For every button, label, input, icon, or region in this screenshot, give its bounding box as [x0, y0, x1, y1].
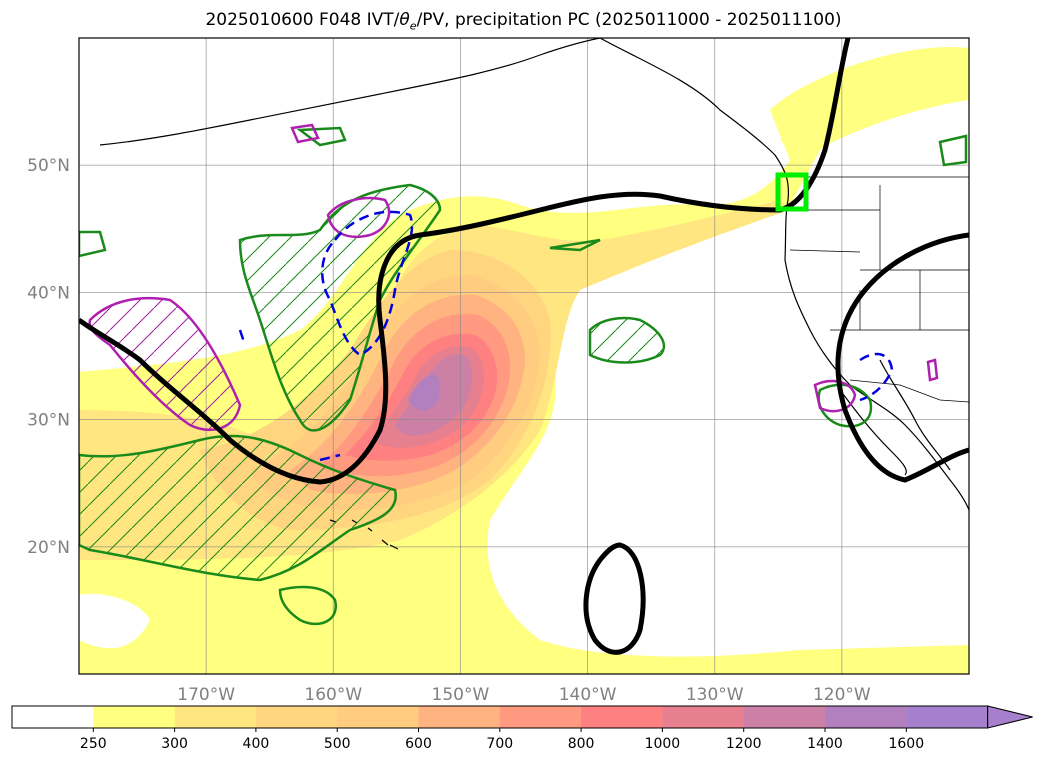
- theta-e-closed: [583, 542, 646, 655]
- longitude-labels: 170°W 160°W 150°W 140°W 130°W 120°W: [177, 685, 871, 705]
- north-america-coast: [599, 38, 969, 511]
- lon-tick-label: 130°W: [686, 685, 744, 705]
- green-small-1: [79, 126, 968, 258]
- colorbar-label: 1600: [888, 736, 924, 752]
- colorbar-label: 700: [486, 736, 513, 752]
- map-title: 2025010600 F048 IVT/θe/PV, precipitation…: [205, 10, 842, 33]
- lat-tick-label: 40°N: [27, 283, 70, 303]
- pv-blue-contours: [238, 210, 894, 462]
- lat-tick-label: 50°N: [27, 156, 70, 176]
- political-borders: [789, 176, 969, 403]
- green-region-south: [278, 585, 338, 626]
- magenta-region-small: [290, 123, 939, 413]
- pv-magenta-contours: [88, 123, 939, 432]
- lon-tick-label: 120°W: [813, 685, 871, 705]
- colorbar-segment: [174, 706, 257, 728]
- colorbar-label: 300: [161, 736, 188, 752]
- colorbar-segment: [499, 706, 582, 728]
- precip-box: [775, 172, 809, 212]
- baja-peninsula: [839, 389, 907, 476]
- blue-contour-main: [320, 210, 414, 357]
- colorbar-segment: [906, 706, 989, 728]
- colorbar-segment: [581, 706, 663, 728]
- colorbar-label: 800: [568, 736, 595, 752]
- colorbar-label: 250: [80, 736, 107, 752]
- colorbar-segment: [825, 706, 907, 728]
- colorbar-segment: [93, 706, 176, 728]
- colorbar-label: 1000: [645, 736, 681, 752]
- magenta-region-west: [88, 296, 242, 432]
- us-states: [789, 185, 969, 331]
- green-region-east: [588, 316, 666, 364]
- colorbar-segment: [12, 706, 94, 728]
- lon-tick-label: 150°W: [432, 685, 490, 705]
- ivt-band-1400: [408, 374, 441, 411]
- colorbar-extend-arrow: [987, 705, 1033, 729]
- lon-tick-label: 170°W: [177, 685, 235, 705]
- colorbar-label: 500: [324, 736, 351, 752]
- colorbar-label: 1200: [726, 736, 762, 752]
- map-frame: [78, 37, 970, 675]
- theta-e-east: [835, 232, 969, 483]
- lat-tick-label: 30°N: [27, 411, 70, 431]
- colorbar-label: 400: [243, 736, 270, 752]
- lon-tick-label: 160°W: [304, 685, 362, 705]
- colorbar: 250 300 400 500 600 700 800 1000 1200 1400 1600: [11, 705, 1033, 752]
- blue-contour-small: [238, 329, 341, 462]
- lat-tick-label: 20°N: [27, 538, 70, 558]
- colorbar-segment: [337, 706, 419, 728]
- latitude-labels: 20°N 30°N 40°N 50°N: [27, 156, 70, 558]
- colorbar-segment: [743, 706, 826, 728]
- lon-tick-label: 140°W: [559, 685, 617, 705]
- green-region-west: [79, 434, 398, 582]
- colorbar-segment: [255, 706, 338, 728]
- colorbar-segment: [662, 706, 745, 728]
- colorbar-label: 600: [405, 736, 432, 752]
- us-mexico-border: [849, 379, 969, 403]
- alaska-coast: [99, 38, 601, 146]
- colorbar-segment: [418, 706, 501, 728]
- colorbar-label: 1400: [807, 736, 843, 752]
- magenta-region-north: [326, 196, 391, 239]
